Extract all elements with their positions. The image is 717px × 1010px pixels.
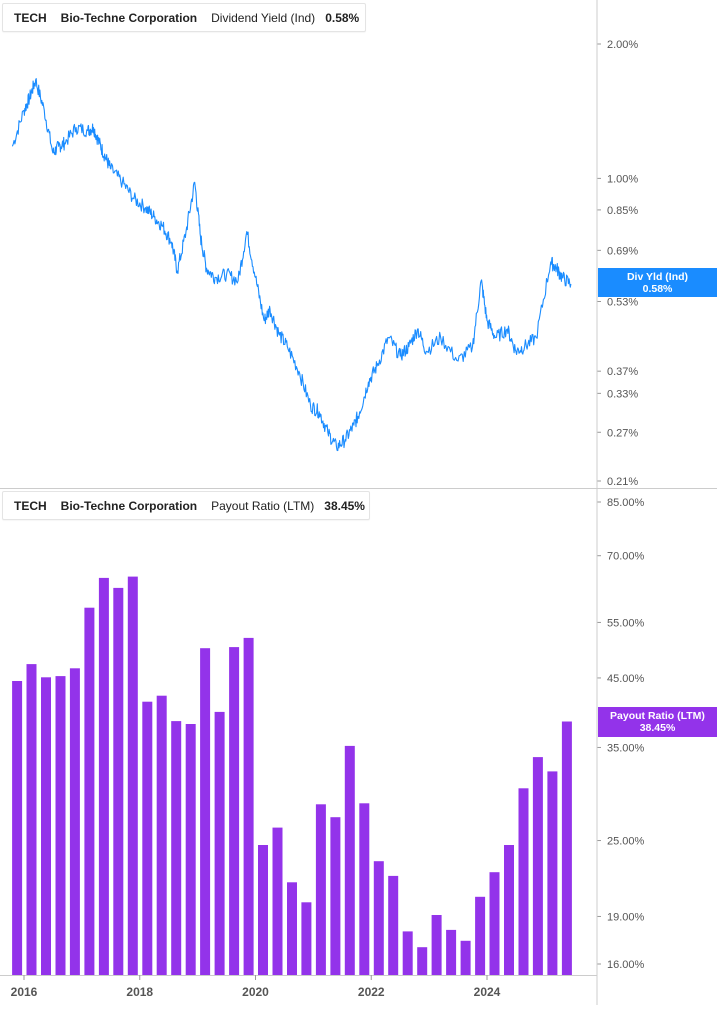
payout-ratio-bar bbox=[446, 929, 457, 975]
payout-ratio-bar bbox=[388, 875, 399, 975]
payout-ratio-bar bbox=[26, 664, 37, 975]
y-tick-label: 55.00% bbox=[607, 617, 645, 629]
payout-ratio-bar bbox=[402, 931, 413, 975]
payout-ratio-bar bbox=[431, 915, 442, 975]
payout-ratio-bar bbox=[98, 577, 109, 975]
y-tick-label: 0.21% bbox=[607, 476, 638, 488]
dividend-yield-axis: 2.00% 1.00% 0.85% 0.69% 0.53% 0.37% 0.33% 0.27%… bbox=[597, 39, 638, 488]
payout-ratio-bar bbox=[243, 637, 254, 975]
y-tick-label: 0.69% bbox=[607, 245, 638, 257]
payout-ratio-bar bbox=[504, 845, 514, 975]
top-legend-value: 0.58% bbox=[325, 10, 360, 25]
bottom-legend[interactable]: TECH Bio-Techne Corporation Payout Ratio… bbox=[2, 491, 370, 520]
y-tick-label: 0.33% bbox=[607, 388, 638, 400]
payout-ratio-bar bbox=[475, 896, 486, 975]
payout-ratio-bar bbox=[142, 701, 153, 975]
y-tick-label: 35.00% bbox=[607, 742, 645, 754]
payout-ratio-bar bbox=[547, 771, 558, 975]
payout-ratio-bar bbox=[171, 721, 182, 975]
payout-ratio-bar bbox=[156, 695, 167, 975]
payout-ratio-bar bbox=[532, 757, 543, 975]
dividend-yield-flag-label: Div Yld (Ind) bbox=[626, 271, 689, 283]
payout-ratio-bar bbox=[55, 676, 66, 975]
payout-ratio-bar bbox=[272, 827, 283, 975]
y-tick-label: 45.00% bbox=[607, 673, 645, 685]
dividend-yield-plot bbox=[11, 78, 572, 452]
y-tick-label: 0.85% bbox=[607, 205, 638, 217]
y-tick-label: 0.27% bbox=[607, 427, 638, 439]
y-tick-label: 16.00% bbox=[607, 959, 645, 971]
payout-ratio-bar bbox=[301, 902, 312, 975]
y-tick-label: 19.00% bbox=[607, 911, 645, 923]
top-legend[interactable]: TECH Bio-Techne Corporation Dividend Yie… bbox=[2, 3, 366, 32]
y-tick-label: 85.00% bbox=[607, 497, 645, 509]
payout-ratio-bar bbox=[229, 647, 240, 975]
y-tick-label: 0.53% bbox=[607, 296, 638, 308]
payout-ratio-bar bbox=[12, 681, 23, 975]
payout-ratio-bar bbox=[41, 677, 51, 975]
payout-ratio-bar bbox=[214, 711, 225, 975]
y-tick-label: 25.00% bbox=[607, 836, 645, 848]
payout-ratio-bar bbox=[185, 724, 196, 975]
payout-ratio-bar bbox=[417, 947, 428, 975]
payout-ratio-bar bbox=[315, 804, 326, 975]
dividend-yield-line bbox=[11, 78, 572, 452]
y-tick-label: 0.37% bbox=[607, 366, 638, 378]
payout-ratio-bar bbox=[518, 788, 529, 975]
bottom-legend-company: Bio-Techne Corporation bbox=[60, 498, 198, 513]
payout-ratio-bar bbox=[200, 648, 211, 975]
payout-ratio-bar bbox=[84, 607, 95, 975]
x-tick-label: 2022 bbox=[358, 985, 385, 999]
payout-ratio-value-flag: Payout Ratio (LTM) 38.45% bbox=[598, 707, 717, 737]
payout-ratio-bar bbox=[330, 817, 341, 975]
payout-ratio-flag-label: Payout Ratio (LTM) bbox=[610, 710, 705, 722]
y-tick-label: 1.00% bbox=[607, 173, 638, 185]
dividend-yield-flag-value: 0.58% bbox=[642, 283, 673, 295]
payout-ratio-bar bbox=[489, 872, 500, 975]
payout-ratio-flag-value: 38.45% bbox=[639, 722, 676, 734]
dividend-yield-value-flag: Div Yld (Ind) 0.58% bbox=[598, 268, 717, 297]
payout-ratio-axis: 85.00% 70.00% 55.00% 45.00% 35.00% 25.00% 19.0… bbox=[597, 497, 645, 971]
top-legend-company: Bio-Techne Corporation bbox=[60, 10, 198, 25]
payout-ratio-bar bbox=[373, 861, 384, 975]
payout-ratio-bar bbox=[113, 587, 124, 975]
x-tick-label: 2020 bbox=[242, 985, 269, 999]
payout-ratio-bar bbox=[344, 745, 355, 975]
top-legend-metric: Dividend Yield (Ind) bbox=[211, 10, 316, 25]
x-tick-label: 2018 bbox=[126, 985, 153, 999]
y-tick-label: 70.00% bbox=[607, 551, 645, 563]
payout-ratio-bar bbox=[359, 803, 370, 975]
y-tick-label: 2.00% bbox=[607, 39, 638, 51]
bottom-legend-value: 38.45% bbox=[324, 498, 365, 513]
top-legend-ticker: TECH bbox=[14, 10, 47, 25]
payout-ratio-bar bbox=[460, 940, 471, 975]
payout-ratio-bar bbox=[561, 721, 572, 975]
payout-ratio-bar bbox=[127, 576, 138, 975]
payout-ratio-bar bbox=[69, 668, 80, 975]
payout-ratio-bar bbox=[258, 845, 268, 975]
x-tick-label: 2016 bbox=[11, 985, 38, 999]
x-tick-label: 2024 bbox=[474, 985, 501, 999]
bottom-legend-metric: Payout Ratio (LTM) bbox=[211, 498, 315, 513]
bottom-legend-ticker: TECH bbox=[14, 498, 47, 513]
payout-ratio-bar bbox=[287, 882, 297, 975]
time-axis: 2016 2018 2020 2022 2024 bbox=[0, 975, 597, 999]
payout-ratio-plot bbox=[12, 576, 572, 975]
